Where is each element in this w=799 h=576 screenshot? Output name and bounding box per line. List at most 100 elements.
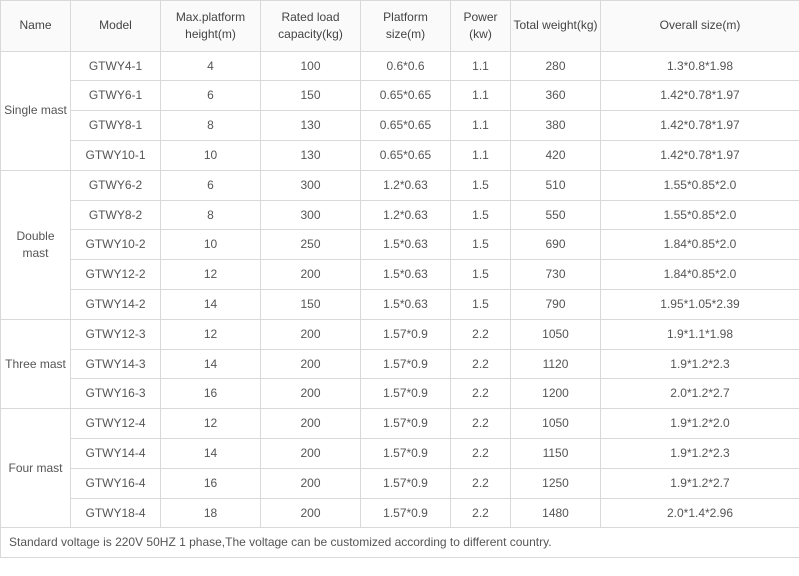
cell-power: 2.2 <box>451 438 511 468</box>
cell-osize: 1.84*0.85*2.0 <box>601 230 799 260</box>
cell-weight: 1150 <box>511 438 601 468</box>
group-name: Double mast <box>1 170 71 319</box>
cell-weight: 420 <box>511 140 601 170</box>
cell-load: 100 <box>261 51 361 81</box>
cell-model: GTWY10-2 <box>71 230 161 260</box>
cell-osize: 1.3*0.8*1.98 <box>601 51 799 81</box>
cell-psize: 1.57*0.9 <box>361 319 451 349</box>
cell-osize: 1.9*1.2*2.0 <box>601 409 799 439</box>
cell-load: 200 <box>261 260 361 290</box>
table-row: Double mast GTWY6-2 6 300 1.2*0.63 1.5 5… <box>1 170 799 200</box>
cell-psize: 1.57*0.9 <box>361 349 451 379</box>
table-row: GTWY12-2 12 200 1.5*0.63 1.5 730 1.84*0.… <box>1 260 799 290</box>
col-psize: Platform size(m) <box>361 1 451 52</box>
cell-weight: 380 <box>511 111 601 141</box>
footnote-row: Standard voltage is 220V 50HZ 1 phase,Th… <box>1 528 799 558</box>
table-row: GTWY8-1 8 130 0.65*0.65 1.1 380 1.42*0.7… <box>1 111 799 141</box>
cell-load: 200 <box>261 379 361 409</box>
cell-weight: 690 <box>511 230 601 260</box>
cell-power: 1.5 <box>451 289 511 319</box>
cell-psize: 1.5*0.63 <box>361 260 451 290</box>
cell-height: 14 <box>161 349 261 379</box>
cell-height: 16 <box>161 468 261 498</box>
cell-height: 10 <box>161 140 261 170</box>
cell-osize: 1.42*0.78*1.97 <box>601 111 799 141</box>
cell-osize: 1.42*0.78*1.97 <box>601 140 799 170</box>
cell-model: GTWY12-3 <box>71 319 161 349</box>
cell-model: GTWY8-1 <box>71 111 161 141</box>
cell-psize: 0.65*0.65 <box>361 140 451 170</box>
cell-power: 1.5 <box>451 200 511 230</box>
group-name: Three mast <box>1 319 71 408</box>
table-row: GTWY14-2 14 150 1.5*0.63 1.5 790 1.95*1.… <box>1 289 799 319</box>
cell-weight: 1120 <box>511 349 601 379</box>
cell-load: 200 <box>261 438 361 468</box>
col-height: Max.platform height(m) <box>161 1 261 52</box>
cell-model: GTWY14-4 <box>71 438 161 468</box>
cell-load: 300 <box>261 170 361 200</box>
cell-weight: 730 <box>511 260 601 290</box>
cell-power: 2.2 <box>451 319 511 349</box>
cell-height: 12 <box>161 260 261 290</box>
spec-table: Name Model Max.platform height(m) Rated … <box>0 0 799 558</box>
cell-height: 12 <box>161 409 261 439</box>
header-row: Name Model Max.platform height(m) Rated … <box>1 1 799 52</box>
table-row: GTWY8-2 8 300 1.2*0.63 1.5 550 1.55*0.85… <box>1 200 799 230</box>
table-row: Four mast GTWY12-4 12 200 1.57*0.9 2.2 1… <box>1 409 799 439</box>
cell-weight: 1250 <box>511 468 601 498</box>
cell-weight: 1480 <box>511 498 601 528</box>
group-name: Four mast <box>1 409 71 528</box>
cell-load: 200 <box>261 498 361 528</box>
cell-height: 14 <box>161 289 261 319</box>
cell-weight: 1050 <box>511 409 601 439</box>
cell-psize: 1.57*0.9 <box>361 438 451 468</box>
cell-osize: 1.9*1.2*2.3 <box>601 438 799 468</box>
cell-power: 2.2 <box>451 498 511 528</box>
col-name: Name <box>1 1 71 52</box>
cell-power: 1.1 <box>451 111 511 141</box>
cell-psize: 1.5*0.63 <box>361 230 451 260</box>
cell-psize: 0.6*0.6 <box>361 51 451 81</box>
cell-psize: 1.57*0.9 <box>361 379 451 409</box>
col-weight: Total weight(kg) <box>511 1 601 52</box>
cell-psize: 1.2*0.63 <box>361 170 451 200</box>
cell-power: 2.2 <box>451 349 511 379</box>
table-row: GTWY6-1 6 150 0.65*0.65 1.1 360 1.42*0.7… <box>1 81 799 111</box>
cell-height: 8 <box>161 200 261 230</box>
col-osize: Overall size(m) <box>601 1 799 52</box>
cell-height: 10 <box>161 230 261 260</box>
cell-psize: 1.57*0.9 <box>361 468 451 498</box>
cell-model: GTWY6-2 <box>71 170 161 200</box>
cell-power: 1.1 <box>451 140 511 170</box>
group-name: Single mast <box>1 51 71 170</box>
cell-load: 200 <box>261 319 361 349</box>
col-load: Rated load capacity(kg) <box>261 1 361 52</box>
cell-load: 250 <box>261 230 361 260</box>
cell-psize: 0.65*0.65 <box>361 81 451 111</box>
col-model: Model <box>71 1 161 52</box>
cell-load: 130 <box>261 140 361 170</box>
cell-weight: 1050 <box>511 319 601 349</box>
cell-model: GTWY16-4 <box>71 468 161 498</box>
cell-psize: 1.2*0.63 <box>361 200 451 230</box>
cell-osize: 1.42*0.78*1.97 <box>601 81 799 111</box>
cell-height: 16 <box>161 379 261 409</box>
cell-power: 2.2 <box>451 409 511 439</box>
cell-osize: 1.84*0.85*2.0 <box>601 260 799 290</box>
cell-load: 200 <box>261 409 361 439</box>
table-row: GTWY14-4 14 200 1.57*0.9 2.2 1150 1.9*1.… <box>1 438 799 468</box>
cell-osize: 1.55*0.85*2.0 <box>601 200 799 230</box>
cell-osize: 2.0*1.2*2.7 <box>601 379 799 409</box>
cell-height: 12 <box>161 319 261 349</box>
table-row: GTWY16-4 16 200 1.57*0.9 2.2 1250 1.9*1.… <box>1 468 799 498</box>
cell-psize: 1.5*0.63 <box>361 289 451 319</box>
cell-load: 150 <box>261 81 361 111</box>
cell-osize: 1.95*1.05*2.39 <box>601 289 799 319</box>
cell-power: 1.5 <box>451 170 511 200</box>
table-row: GTWY18-4 18 200 1.57*0.9 2.2 1480 2.0*1.… <box>1 498 799 528</box>
cell-osize: 1.55*0.85*2.0 <box>601 170 799 200</box>
table-row: Three mast GTWY12-3 12 200 1.57*0.9 2.2 … <box>1 319 799 349</box>
cell-power: 2.2 <box>451 379 511 409</box>
cell-load: 300 <box>261 200 361 230</box>
table-row: GTWY16-3 16 200 1.57*0.9 2.2 1200 2.0*1.… <box>1 379 799 409</box>
